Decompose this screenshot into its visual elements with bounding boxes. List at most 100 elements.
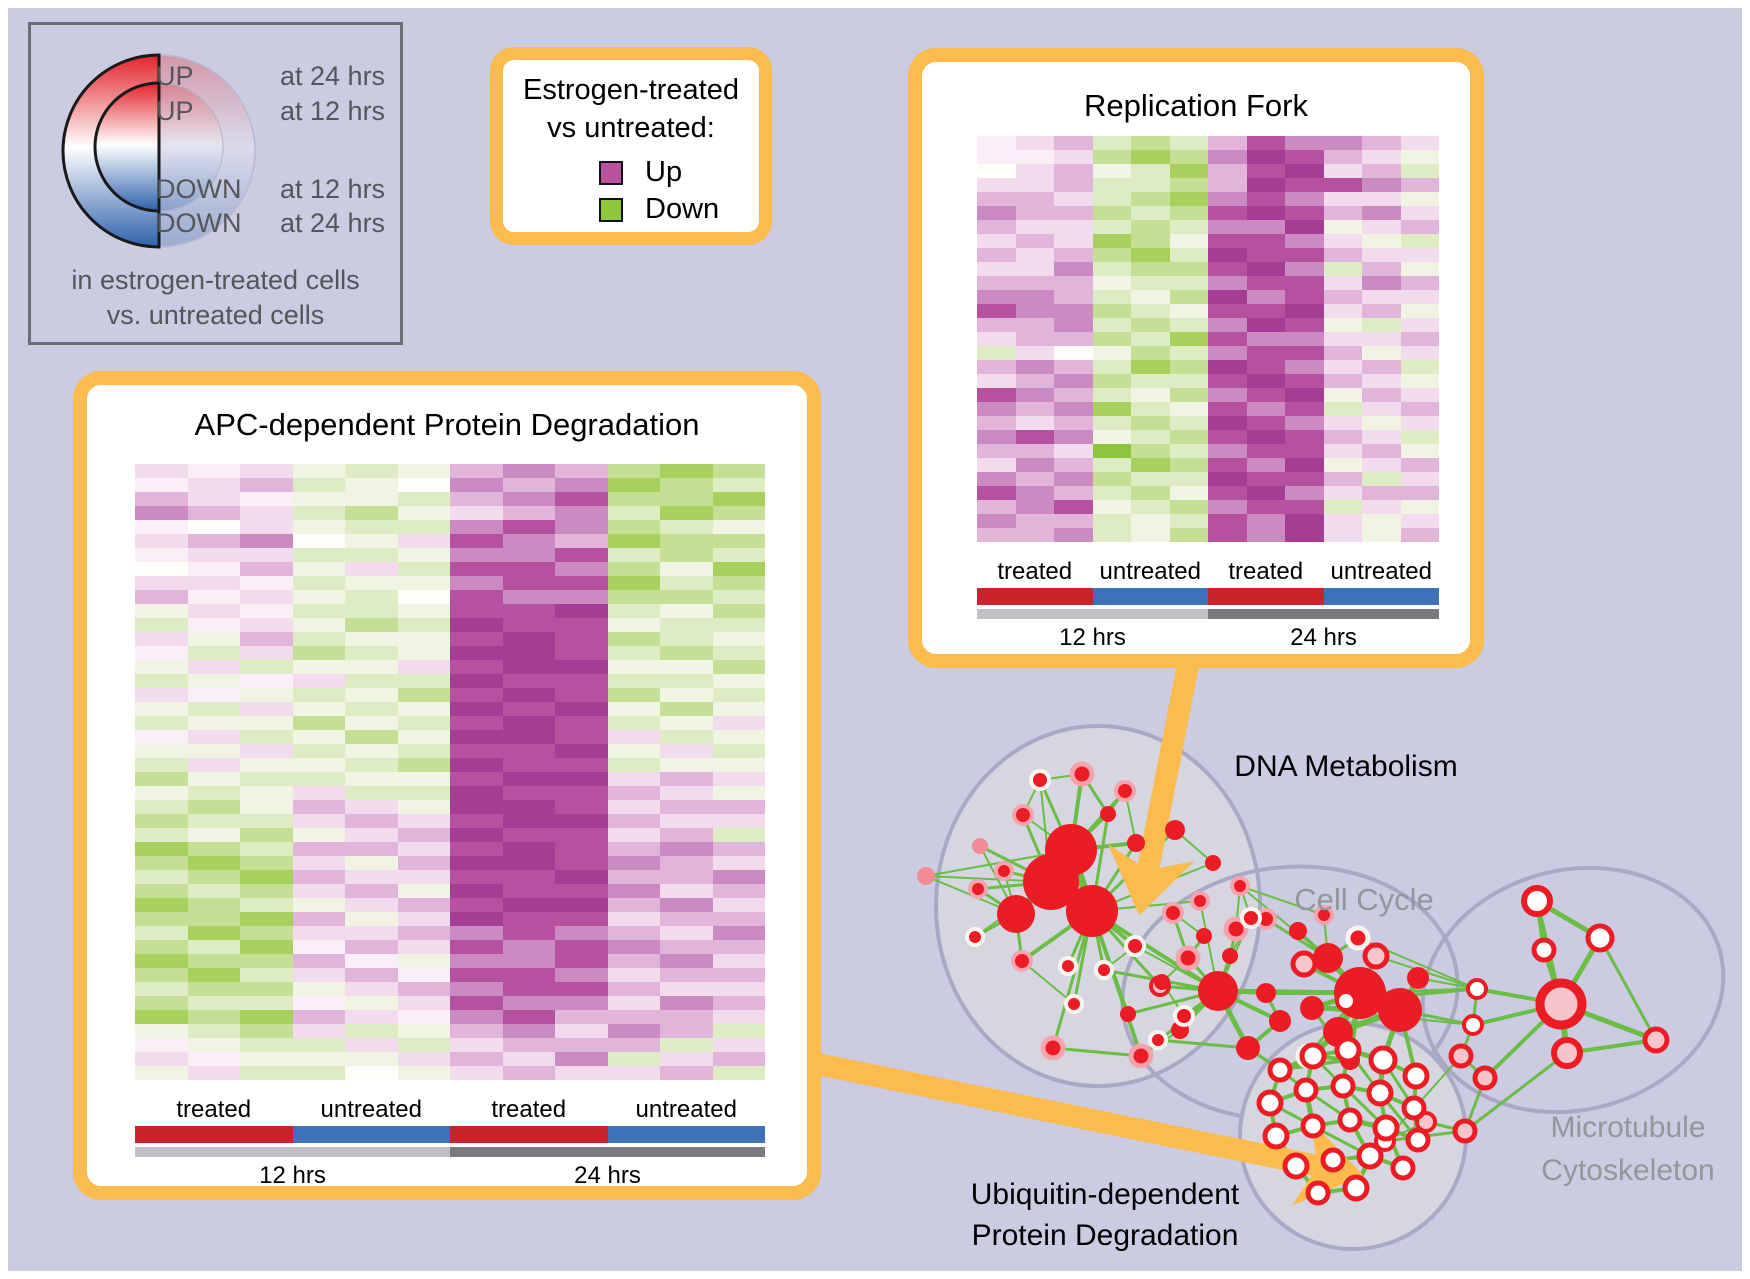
- network-edge: [1412, 1107, 1420, 1141]
- network-edge: [1341, 1084, 1388, 1130]
- network-edge: [1159, 984, 1219, 993]
- apc-time-labels: 12 hrs 24 hrs: [259, 1162, 641, 1189]
- network-edge: [1246, 1019, 1282, 1050]
- network-edge: [1247, 1046, 1279, 1070]
- gene-node: [1448, 1043, 1474, 1069]
- estrogen-legend-title-line1: Estrogen-treated: [522, 74, 739, 106]
- estrogen-legend-item: Down: [599, 193, 719, 226]
- rf-group-labels: treated untreated treated untreated: [997, 558, 1432, 585]
- network-edge: [1021, 960, 1075, 1005]
- gene-node: [1269, 1010, 1291, 1032]
- network-edge: [1140, 989, 1219, 1058]
- network-edge: [925, 875, 1052, 883]
- network-edge: [1379, 1091, 1415, 1110]
- network-edge: [1369, 1154, 1404, 1170]
- gene-node: [1340, 1050, 1360, 1070]
- network-edge: [1535, 900, 1563, 1005]
- network-edge: [1052, 1046, 1142, 1058]
- apc-panel-title: APC-dependent Protein Degradation: [194, 407, 700, 442]
- network-edge: [1135, 829, 1176, 844]
- gene-node: [1372, 1114, 1400, 1142]
- gene-node: [1058, 956, 1078, 976]
- gene-node: [1173, 1005, 1195, 1027]
- network-edge: [1247, 1046, 1281, 1072]
- gene-node: [1299, 1042, 1327, 1070]
- network-edge: [1384, 1055, 1462, 1142]
- rf-heatmap: [977, 136, 1439, 542]
- network-edge: [1306, 1030, 1340, 1058]
- network-edge: [1157, 1039, 1249, 1049]
- gene-node: [1094, 960, 1114, 980]
- rf-treatment-bar: [977, 588, 1439, 605]
- estrogen-legend-item: Up: [599, 156, 682, 189]
- network-edge: [1067, 848, 1096, 913]
- gene-node: [1066, 885, 1118, 937]
- network-edge: [925, 849, 1072, 877]
- network-edge: [1327, 936, 1359, 960]
- network-edge: [1140, 1029, 1181, 1057]
- gene-node: [1029, 769, 1051, 791]
- network-edge: [1354, 1155, 1372, 1189]
- network-edge: [1235, 885, 1241, 930]
- network-edge: [1090, 910, 1143, 1057]
- network-edge: [1310, 1007, 1352, 1061]
- network-edge: [1217, 988, 1361, 996]
- network-edge: [1307, 1054, 1351, 1062]
- gene-node: [1023, 854, 1079, 910]
- microtubule-cytoskeleton-label: Microtubule Cytoskeleton: [1541, 1111, 1715, 1187]
- network-edge: [1157, 1038, 1249, 1050]
- network-edge: [1336, 1031, 1352, 1061]
- network-edge: [1274, 1134, 1298, 1168]
- up-down-gradient-circles-icon: [61, 53, 256, 249]
- gene-node: [1293, 1077, 1319, 1103]
- network-edge: [1382, 1058, 1417, 1078]
- network-edge: [1325, 955, 1363, 996]
- network-edge: [1311, 990, 1361, 1011]
- gene-node: [1366, 1079, 1394, 1107]
- network-edge: [1069, 773, 1084, 851]
- rf-time-labels: 12 hrs 24 hrs: [1059, 624, 1357, 651]
- network-edge: [1047, 847, 1075, 885]
- network-edge: [1303, 962, 1361, 995]
- gene-node: [1374, 1130, 1396, 1152]
- network-edge: [1217, 917, 1252, 992]
- network-edge: [1013, 879, 1054, 917]
- network-edge: [1003, 870, 1017, 915]
- network-edge: [1217, 989, 1267, 995]
- network-edge: [1349, 1117, 1387, 1131]
- gene-node: [1240, 907, 1262, 929]
- network-edge: [1558, 936, 1603, 1006]
- network-edge: [1091, 862, 1214, 912]
- gene-node: [1401, 1095, 1427, 1121]
- network-edge: [1317, 1186, 1357, 1195]
- gene-node: [1313, 943, 1343, 973]
- network-edge: [1174, 829, 1214, 864]
- network-edge: [1397, 976, 1421, 1012]
- network-edge: [1186, 956, 1220, 993]
- network-edge: [974, 881, 1052, 938]
- network-edge: [1358, 955, 1378, 994]
- network-edge: [1217, 989, 1281, 1023]
- figure-canvas: UP at 24 hrs UP at 12 hrs DOWN at 12 hrs DOWN a…: [8, 8, 1742, 1271]
- network-edge: [1048, 878, 1095, 915]
- gene-node: [1269, 1059, 1287, 1077]
- network-edge: [1090, 909, 1162, 988]
- dna-metabolism-label: DNA Metabolism: [1234, 750, 1458, 783]
- network-edge: [1305, 1084, 1344, 1092]
- dna-metabolism-cluster: [934, 724, 1262, 1088]
- gene-node: [1120, 1006, 1136, 1022]
- gene-node: [1330, 1073, 1356, 1099]
- gene-node: [1190, 891, 1210, 911]
- network-edge: [1381, 1059, 1416, 1109]
- network-edge: [1384, 1129, 1466, 1143]
- network-edge: [1279, 1068, 1307, 1092]
- network-edge: [1560, 1001, 1657, 1043]
- gene-node: [1124, 935, 1146, 957]
- network-edge: [1229, 917, 1252, 957]
- gene-node: [1362, 942, 1390, 970]
- gene-node: [1040, 1035, 1066, 1061]
- network-edge: [1275, 1124, 1314, 1138]
- network-edge: [1398, 977, 1420, 1011]
- network-edge: [1090, 910, 1106, 971]
